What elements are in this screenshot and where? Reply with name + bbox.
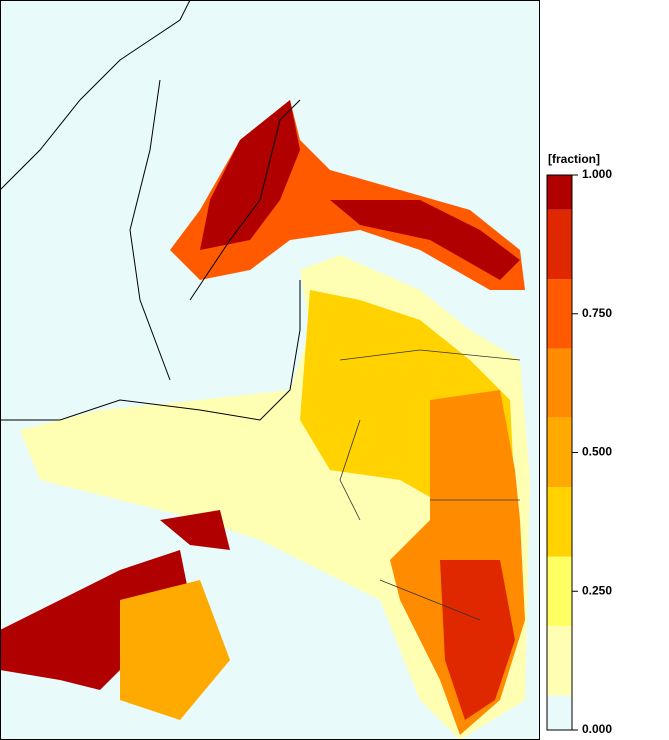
colorbar-band — [547, 417, 572, 488]
colorbar-tick-label: 0.000 — [582, 722, 612, 736]
region — [440, 560, 515, 720]
colorbar-band — [547, 556, 572, 626]
colorbar-tick-label: 0.500 — [582, 445, 612, 459]
coastline — [0, 0, 301, 421]
map — [0, 0, 540, 740]
colorbar-band — [547, 625, 572, 696]
colorbar-label: [fraction] — [548, 152, 600, 166]
colorbar-tick-label: 0.750 — [582, 306, 612, 320]
region — [330, 200, 520, 280]
colorbar-tick-label: 1.000 — [582, 167, 612, 181]
colorbar-band — [547, 487, 572, 557]
region — [200, 100, 300, 250]
colorbar-band — [547, 279, 572, 349]
colorbar-tick-label: 0.250 — [582, 583, 612, 597]
region — [160, 510, 230, 550]
colorbar-band — [547, 348, 572, 418]
colorbar-band — [547, 175, 572, 210]
region — [0, 550, 190, 690]
region — [120, 580, 230, 720]
border — [339, 349, 521, 621]
colorbar-band — [547, 695, 572, 730]
colorbar-band — [547, 209, 572, 280]
